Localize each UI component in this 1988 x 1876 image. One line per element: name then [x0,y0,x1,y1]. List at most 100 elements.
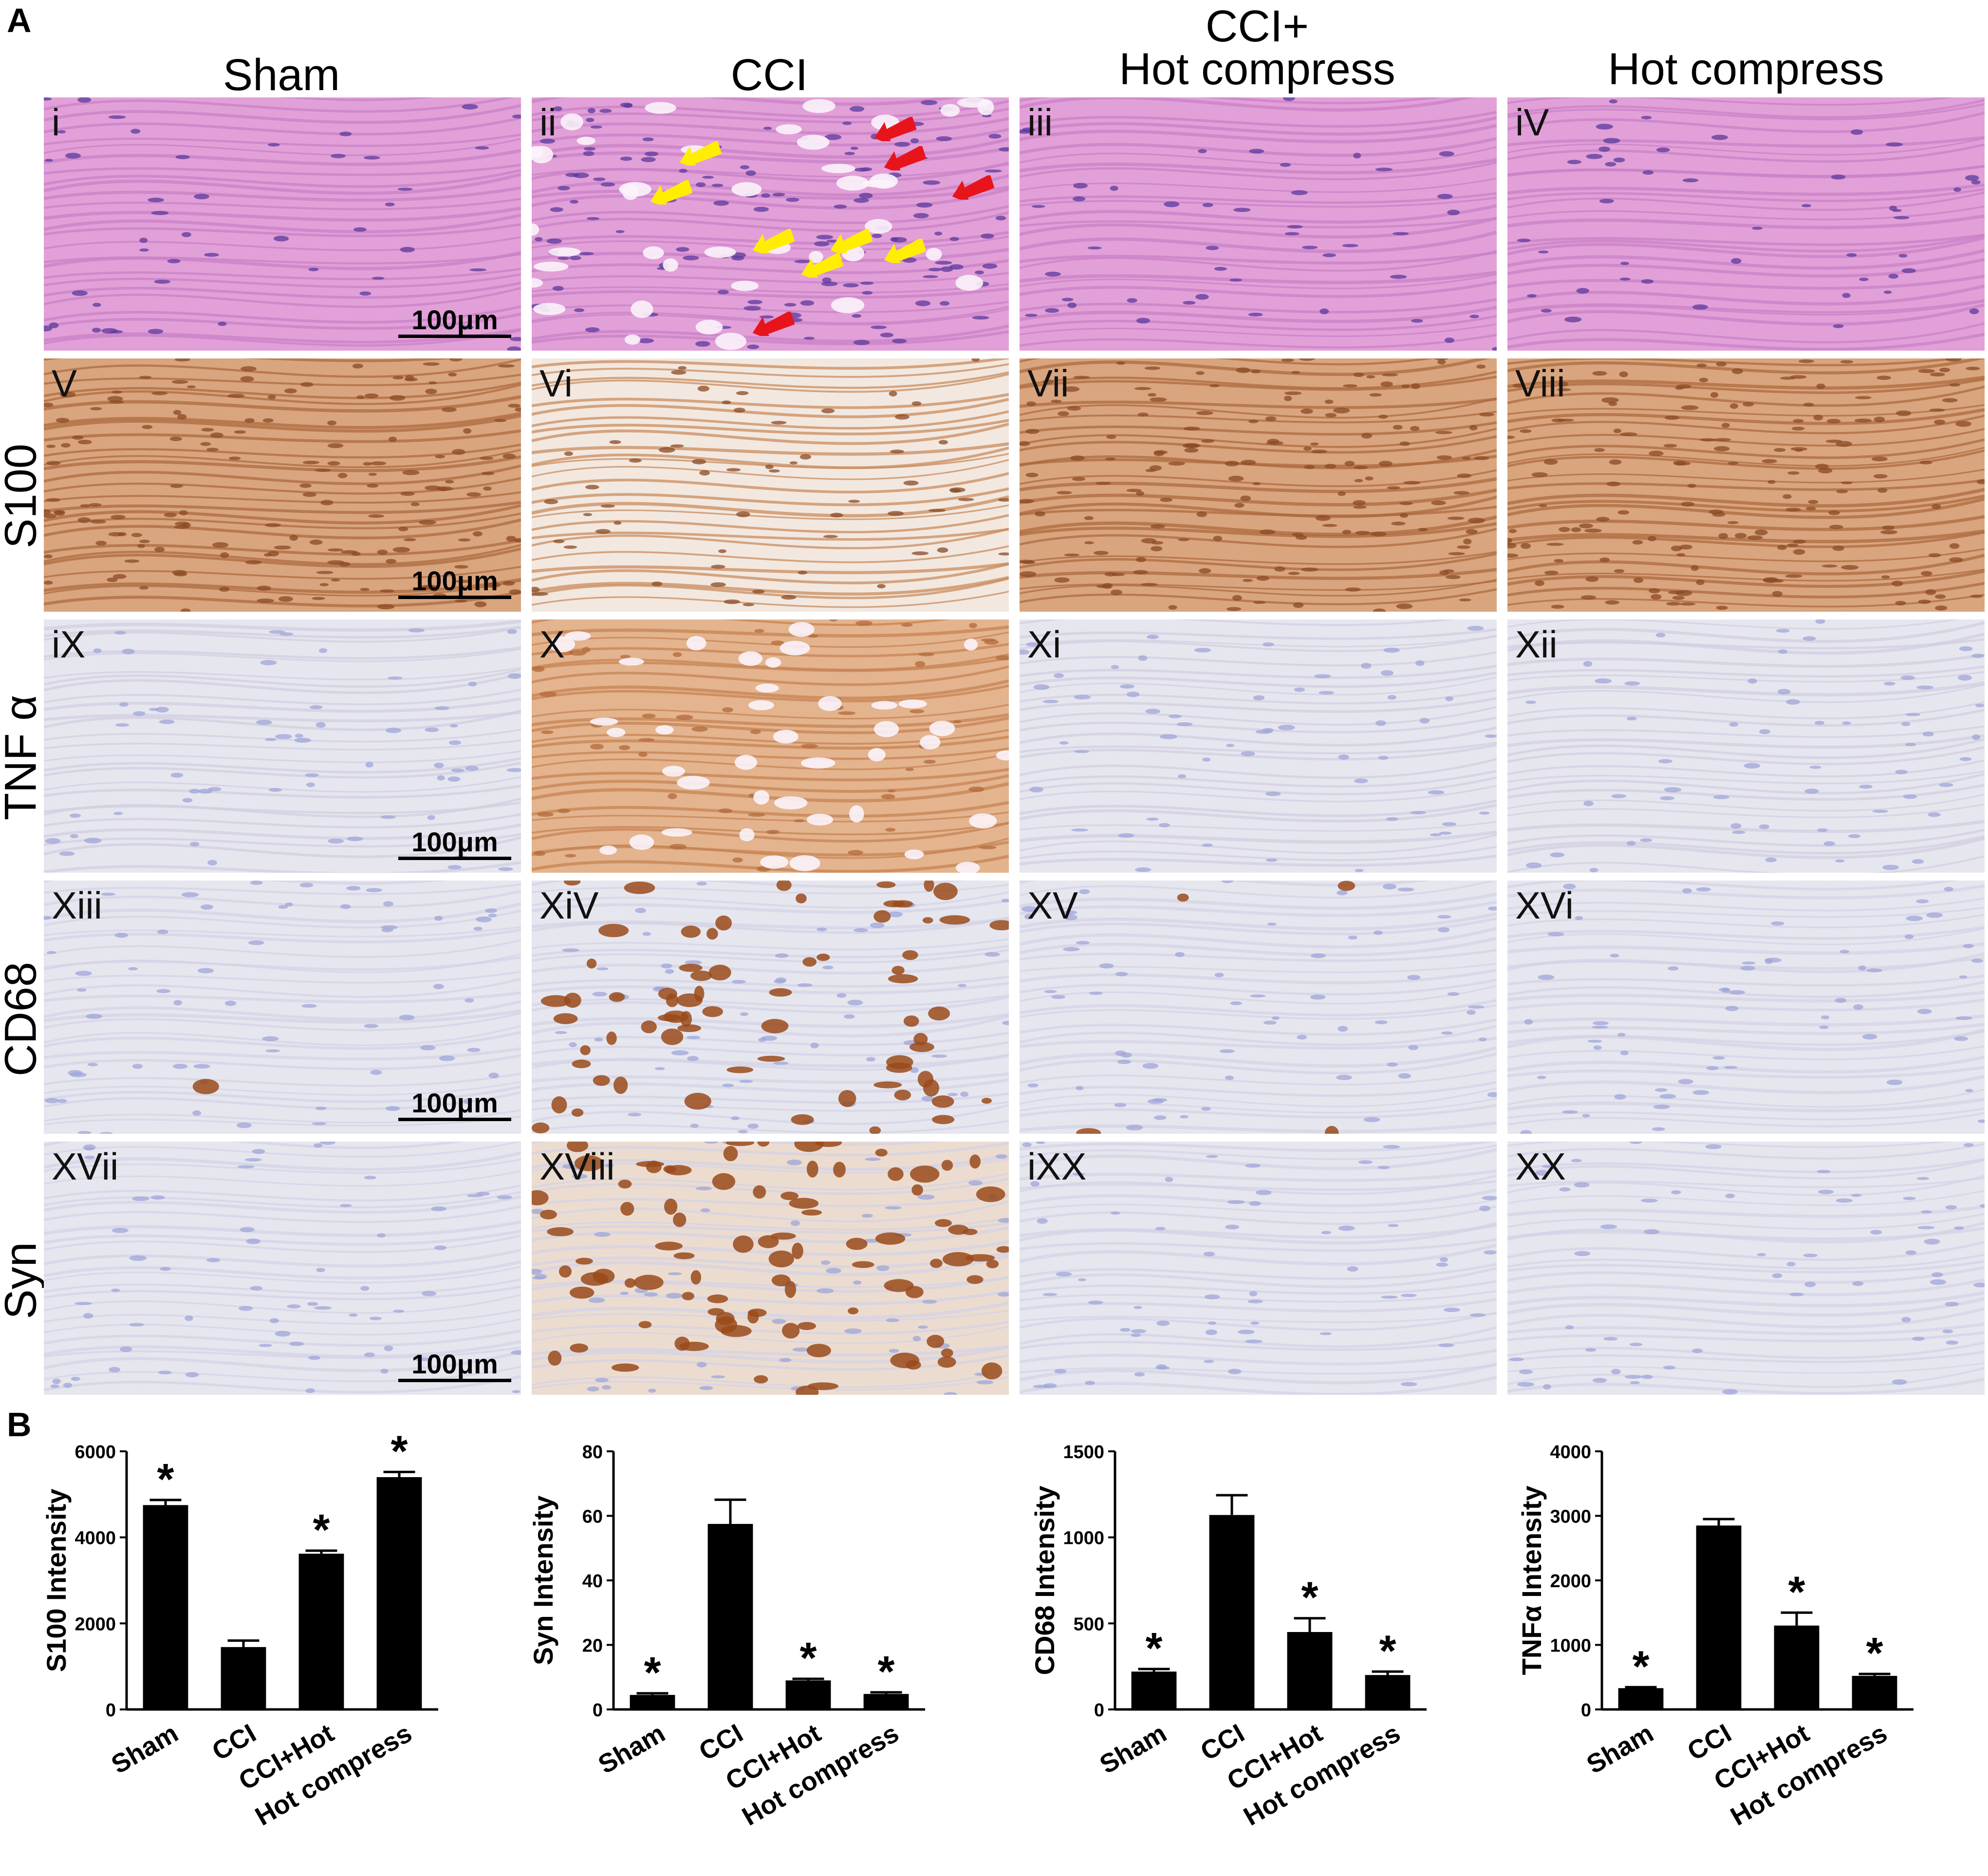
panel-sublabel: iX [52,623,86,666]
x-tick-label: Sham [1582,1718,1658,1779]
tissue-texture [44,881,521,1134]
yellow-arrow-icon [650,180,692,205]
y-axis-label: TNFα Intensity [1516,1485,1547,1675]
micrograph-panel: Vii [1020,358,1497,612]
panel-sublabel: Xiii [52,884,103,927]
y-tick-label: 2000 [1550,1571,1591,1592]
panel-sublabel: iV [1515,101,1549,144]
micrograph-panel: XVi [1507,881,1985,1134]
panel-sublabel: XVi [1515,884,1574,927]
x-tick-label: Sham [1095,1718,1171,1779]
micrograph-panel: V 100μm [44,358,521,612]
bar [630,1695,675,1709]
x-tick-label: Sham [594,1718,670,1779]
y-tick-label: 0 [593,1700,603,1721]
panel-sublabel: iii [1027,101,1053,144]
bar [1365,1675,1411,1709]
bar [1287,1632,1333,1709]
y-tick-label: 0 [1094,1700,1104,1721]
red-arrow-icon [874,117,916,141]
significance-marker: * [799,1634,817,1683]
panel-sublabel: XX [1515,1145,1566,1188]
scale-bar: 100μm [398,1350,511,1382]
micrograph-panel: iXX [1020,1142,1497,1395]
tissue-texture [1020,97,1497,351]
bar [1618,1688,1664,1709]
panel-sublabel: X [539,623,565,666]
column-header-cci-hot-compress: CCI+ Hot compress [1019,4,1496,92]
tissue-texture [44,97,521,351]
row-label-syn: Syn [0,1242,46,1319]
yellow-arrow-icon [830,229,873,253]
bar [863,1694,909,1709]
y-tick-label: 20 [582,1636,603,1656]
significance-marker: * [390,1432,408,1476]
y-tick-label: 500 [1074,1614,1104,1634]
red-arrow-icon [952,175,994,200]
y-tick-label: 60 [582,1507,603,1527]
tissue-texture [1020,881,1497,1134]
panel-sublabel: XVii [52,1145,119,1188]
micrograph-panel: X [532,619,1009,873]
micrograph-panel: XX [1507,1142,1985,1395]
panel-sublabel: Vii [1027,362,1069,405]
y-axis-label: Syn Intensity [528,1496,558,1666]
panel-sublabel: Vi [539,362,573,405]
red-arrow-icon [752,312,795,336]
panel-sublabel: ii [539,101,557,144]
yellow-arrow-icon [884,239,926,263]
panel-sublabel: Viii [1515,362,1565,405]
panel-sublabel: XV [1027,884,1078,927]
bar [143,1505,188,1709]
y-tick-label: 80 [582,1442,603,1463]
x-tick-label: Sham [107,1718,183,1779]
red-arrow-icon [884,146,926,170]
column-header-hot-compress: Hot compress [1608,44,1884,94]
tissue-texture [1507,358,1985,612]
tissue-texture [1507,97,1985,351]
bar [1774,1625,1820,1709]
significance-marker: * [877,1648,894,1696]
y-tick-label: 40 [582,1571,603,1592]
significance-marker: * [1632,1642,1649,1691]
tissue-texture [1507,619,1985,873]
column-header-cci-hot-compress-text: CCI+ Hot compress [1119,1,1395,94]
row-label-cd68: CD68 [0,961,46,1077]
tissue-texture [532,97,1009,351]
micrograph-panel: Xi [1020,619,1497,873]
column-header-sham: Sham [223,50,340,100]
tissue-texture [1020,619,1497,873]
panel-sublabel: i [52,101,60,144]
micrograph-panel: Xii [1507,619,1985,873]
y-axis-label: CD68 Intensity [1029,1486,1060,1675]
micrograph-panel: Xiii 100μm [44,881,521,1134]
row-label-tnf-alpha: TNF α [0,694,46,821]
bar [1852,1676,1897,1709]
y-tick-label: 1500 [1063,1442,1104,1463]
significance-marker: * [1145,1624,1162,1673]
panel-sublabel: V [52,362,77,405]
y-tick-label: 4000 [74,1528,116,1549]
panel-sublabel: Xi [1027,623,1061,666]
y-tick-label: 1000 [1550,1636,1591,1656]
significance-marker: * [1301,1574,1318,1622]
micrograph-panel: Vi [532,358,1009,612]
bar [376,1477,422,1709]
bar [707,1524,753,1709]
bar [298,1554,344,1709]
y-tick-label: 0 [106,1700,116,1721]
scale-bar: 100μm [398,566,511,599]
micrograph-panel: ii [532,97,1009,351]
tissue-texture [532,619,1009,873]
micrograph-panel: iV [1507,97,1985,351]
y-tick-label: 3000 [1550,1507,1591,1527]
significance-marker: * [1379,1627,1396,1675]
significance-marker: * [644,1649,661,1697]
row-label-s100: S100 [0,444,46,548]
tissue-texture [1507,881,1985,1134]
scale-bar: 100μm [398,827,511,860]
micrograph-panel: XVii 100μm [44,1142,521,1395]
bar [1696,1525,1742,1709]
